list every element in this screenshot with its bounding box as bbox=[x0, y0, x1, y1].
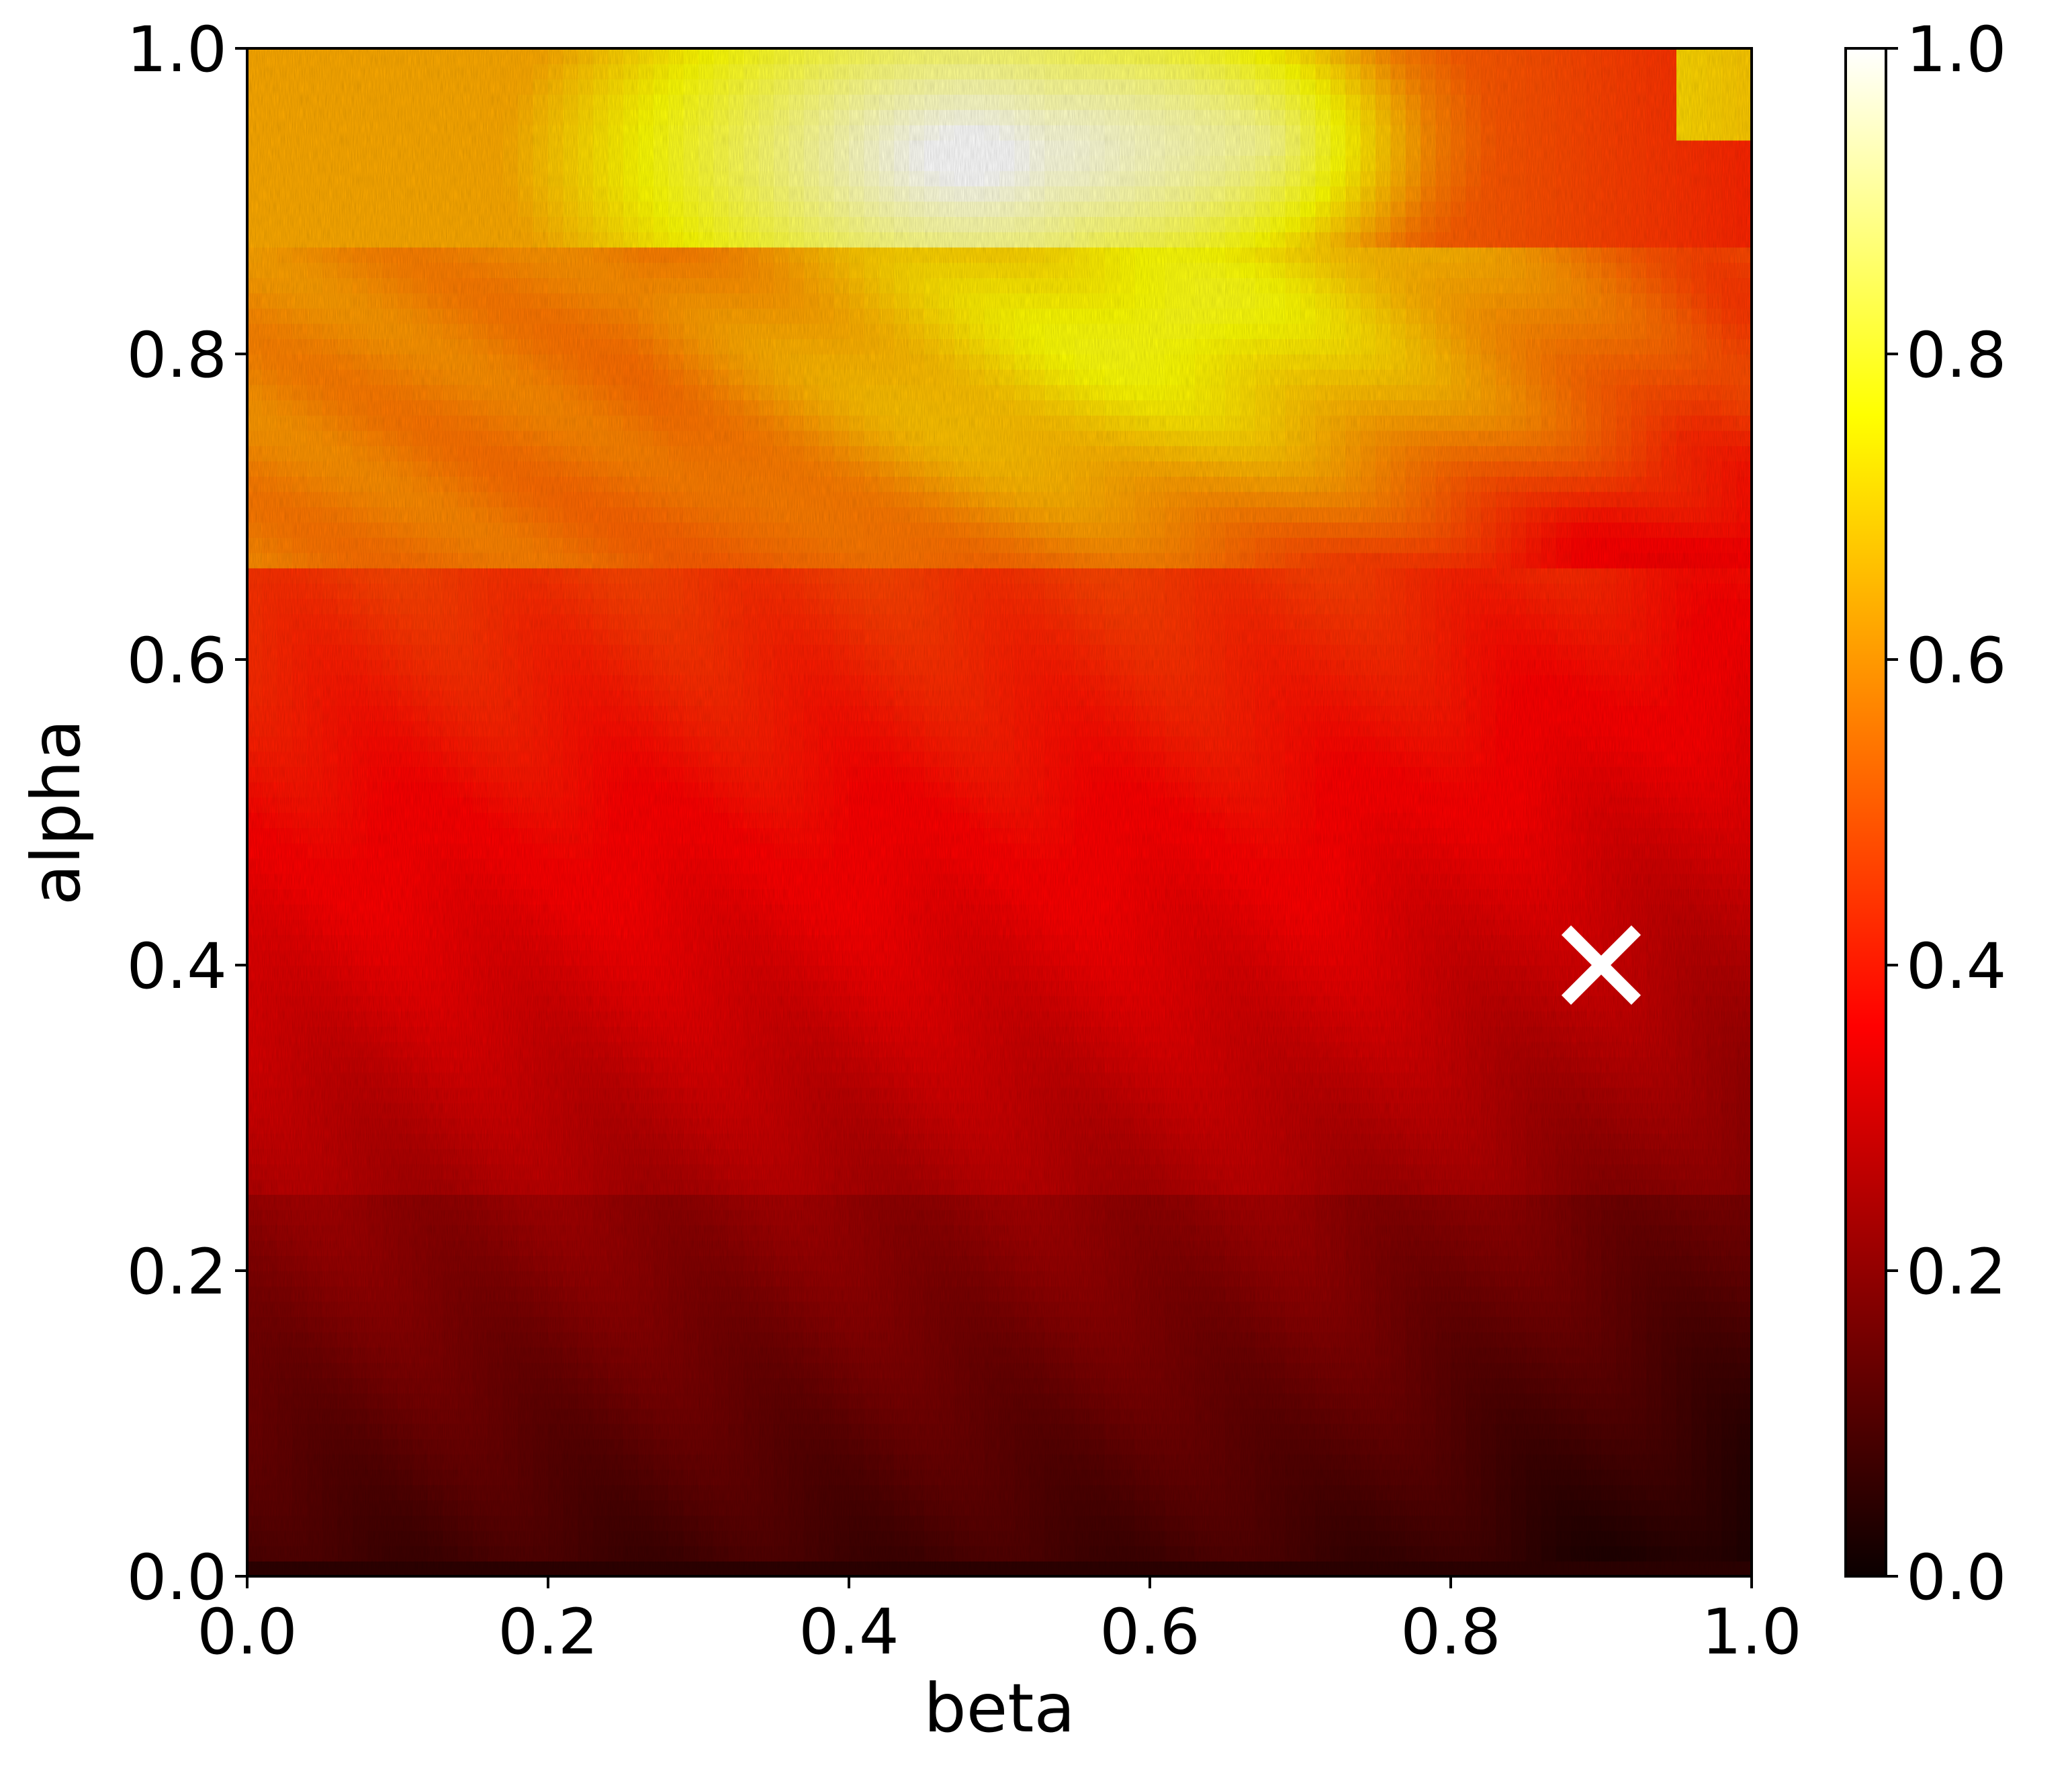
colorbar-tick-label: 0.0 bbox=[1906, 1541, 2007, 1615]
colorbar-tick-label: 1.0 bbox=[1906, 13, 2007, 87]
colorbar-tick-label: 0.8 bbox=[1906, 319, 2007, 392]
x-tick-label: 0.2 bbox=[498, 1596, 598, 1669]
y-tick-label: 0.4 bbox=[127, 930, 228, 1003]
y-tick-label: 1.0 bbox=[127, 13, 228, 87]
y-axis-label: alpha bbox=[17, 719, 95, 905]
y-tick-label: 0.6 bbox=[127, 625, 228, 698]
y-axis: 0.0 0.2 0.4 0.6 0.8 1.0 bbox=[127, 13, 248, 1615]
x-tick-label: 0.6 bbox=[1099, 1596, 1200, 1669]
y-tick-label: 0.8 bbox=[127, 319, 228, 392]
y-tick-label: 0.0 bbox=[127, 1541, 228, 1615]
x-tick-label: 0.4 bbox=[799, 1596, 899, 1669]
colorbar-tick-label: 0.4 bbox=[1906, 930, 2007, 1003]
y-tick-label: 0.2 bbox=[127, 1236, 228, 1309]
x-tick-label: 1.0 bbox=[1701, 1596, 1802, 1669]
x-tick-label: 0.8 bbox=[1400, 1596, 1501, 1669]
heatmap-texture bbox=[247, 48, 1752, 1576]
x-axis-label: beta bbox=[924, 1669, 1075, 1748]
colorbar bbox=[1846, 48, 1886, 1576]
colorbar-axis: 0.0 0.2 0.4 0.6 0.8 1.0 bbox=[1886, 13, 2007, 1615]
colorbar-tick-label: 0.6 bbox=[1906, 625, 2007, 698]
colorbar-tick-label: 0.2 bbox=[1906, 1236, 2007, 1309]
